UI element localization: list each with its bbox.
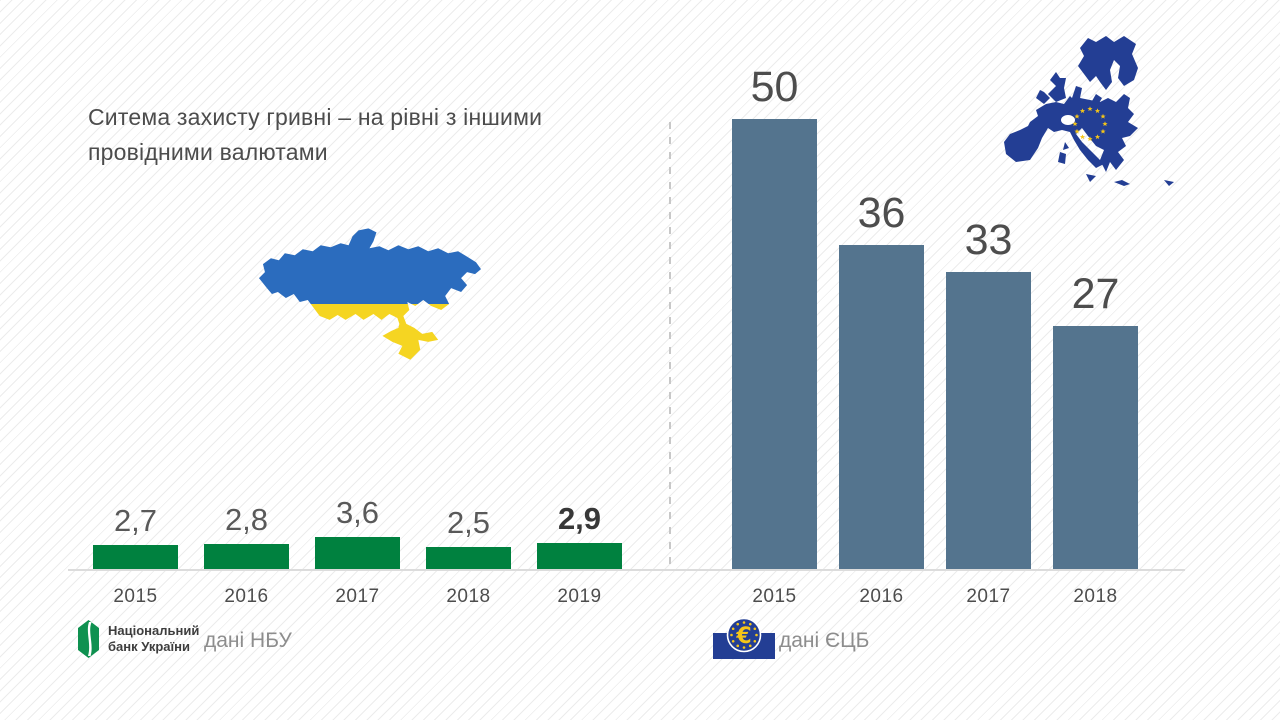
x-axis-year-label: 2018 — [1073, 586, 1118, 607]
bar-value-label: 3,6 — [335, 494, 380, 530]
bar-value-label: 2,9 — [557, 500, 602, 536]
page-title-line2: провідними валютами — [88, 139, 328, 165]
bar-column: 36 2016 — [839, 189, 924, 607]
bar-value-label: 33 — [964, 216, 1013, 264]
bar-column: 2,9 2019 — [537, 500, 622, 607]
ukraine-map-icon — [258, 228, 482, 360]
eu-map-icon — [1004, 36, 1174, 186]
nbu-emblem-icon — [78, 620, 99, 658]
ecb-logo: € — [713, 617, 775, 659]
x-axis-year-label: 2017 — [966, 586, 1011, 607]
nbu-logo: Національний банк України — [78, 620, 199, 658]
x-axis-year-label: 2015 — [113, 586, 158, 607]
bar-column: 3,6 2017 — [315, 494, 400, 607]
bar-value-label: 27 — [1071, 270, 1120, 318]
ecb-source-label: дані ЄЦБ — [779, 629, 870, 652]
bar — [426, 546, 511, 569]
x-axis-year-label: 2016 — [224, 586, 269, 607]
nbu-org-line1: Національний — [108, 623, 200, 638]
vertical-dashed-divider — [669, 122, 671, 570]
x-axis-year-label: 2018 — [446, 586, 491, 607]
bar — [839, 245, 924, 569]
bar-value-label: 2,8 — [224, 501, 269, 537]
x-axis-year-label: 2017 — [335, 586, 380, 607]
bar-column: 27 2018 — [1053, 270, 1138, 607]
x-axis-year-label: 2016 — [859, 586, 904, 607]
bar-value-label: 2,5 — [446, 504, 491, 540]
ecb-bar-chart: 50 2015 36 2016 33 2017 27 2018 — [732, 63, 1138, 607]
bar — [204, 543, 289, 569]
bar-column: 33 2017 — [946, 216, 1031, 607]
chart-baseline — [68, 569, 1185, 571]
bar-value-label: 36 — [857, 189, 906, 237]
svg-text:€: € — [735, 624, 751, 649]
bar — [315, 536, 400, 569]
x-axis-year-label: 2015 — [752, 586, 797, 607]
bar — [1053, 326, 1138, 569]
bar-column: 2,5 2018 — [426, 504, 511, 607]
bar — [93, 544, 178, 569]
nbu-org-line2: банк України — [108, 639, 190, 654]
bar-column: 2,8 2016 — [204, 501, 289, 607]
ecb-euro-icon: € — [713, 617, 775, 659]
page-title-line1: Ситема захисту гривні – на рівні з іншим… — [88, 104, 543, 130]
bar-column: 2,7 2015 — [93, 502, 178, 607]
bar — [946, 272, 1031, 569]
x-axis-year-label: 2019 — [557, 586, 602, 607]
bar — [732, 119, 817, 569]
nbu-bar-chart: 2,7 2015 2,8 2016 3,6 2017 2,5 2018 2,9 2019 — [93, 494, 622, 607]
ecb-stars — [730, 621, 758, 649]
bar-value-label: 2,7 — [113, 502, 158, 538]
nbu-source-label: дані НБУ — [204, 629, 292, 652]
nbu-org-name: Національний банк України — [108, 623, 199, 655]
bar — [537, 542, 622, 569]
bar-column: 50 2015 — [732, 63, 817, 607]
bar-value-label: 50 — [750, 63, 799, 111]
page-title: Ситема захисту гривні – на рівні з іншим… — [88, 100, 542, 170]
